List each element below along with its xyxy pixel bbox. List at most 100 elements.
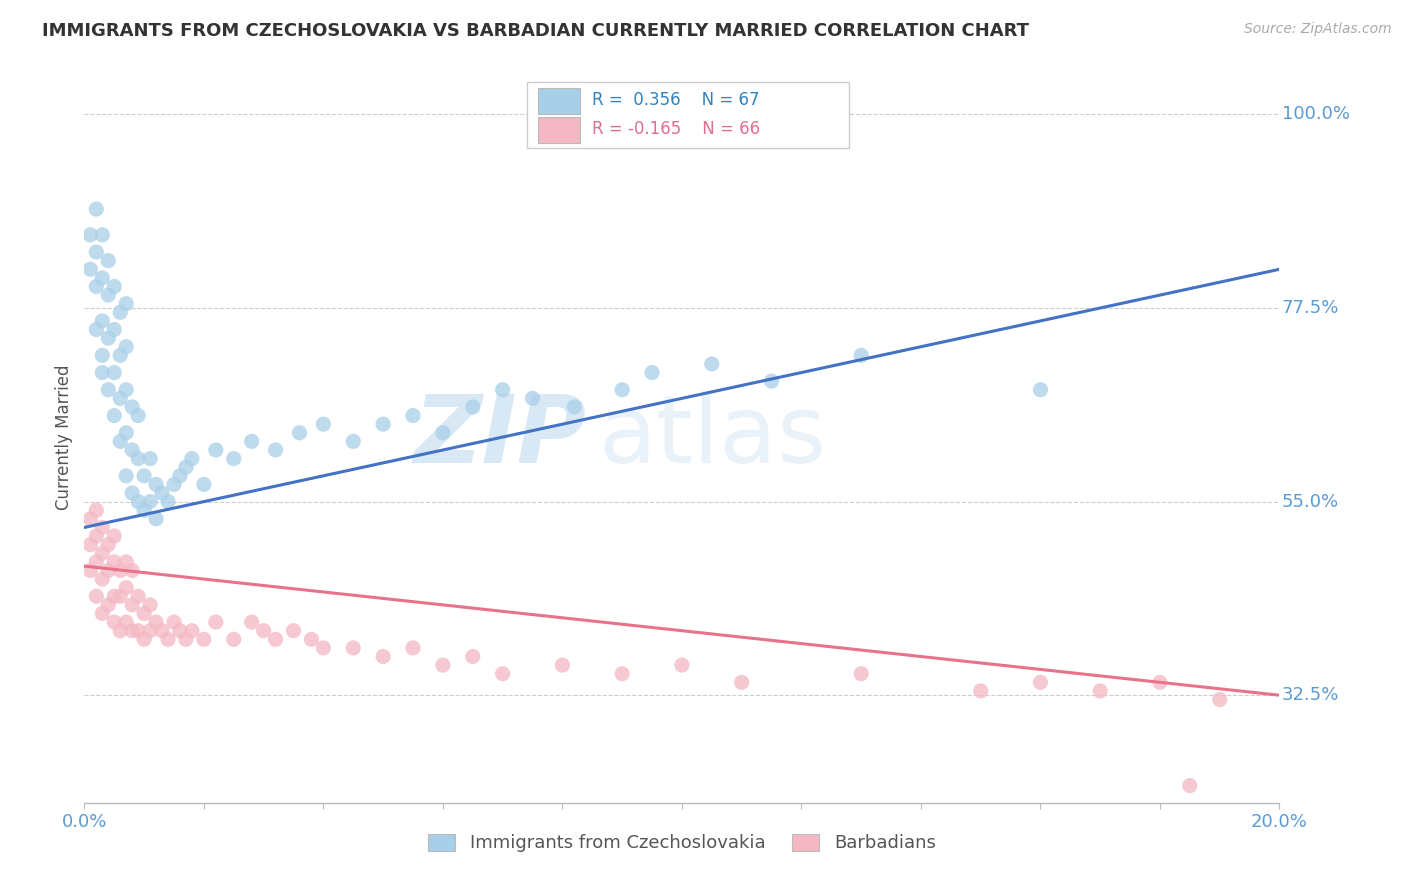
Text: 32.5%: 32.5% (1282, 686, 1340, 705)
Point (205, 615, 228, 629)
Point (86, 279, 108, 293)
Point (402, 640, 425, 655)
Point (86, 202, 108, 216)
Point (157, 494, 180, 508)
Point (132, 607, 156, 621)
Point (970, 684, 993, 698)
Point (121, 442, 143, 457)
Point (461, 649, 484, 664)
Point (1029, 383, 1052, 397)
Point (115, 555, 138, 569)
Point (103, 555, 125, 569)
Point (761, 374, 783, 388)
Point (110, 392, 132, 406)
Point (121, 624, 143, 638)
Point (121, 564, 143, 578)
Point (174, 460, 197, 475)
Point (86, 245, 108, 260)
Point (110, 624, 132, 638)
Point (373, 649, 395, 664)
Text: R =  0.356    N = 67: R = 0.356 N = 67 (592, 91, 759, 109)
Point (97, 331, 120, 345)
Point (115, 425, 138, 440)
Point (127, 589, 149, 603)
Point (373, 417, 395, 432)
Point (222, 632, 245, 647)
Point (103, 366, 125, 380)
Point (91, 520, 114, 534)
Point (612, 666, 634, 681)
Point (79, 538, 101, 552)
Point (139, 494, 162, 508)
Point (492, 383, 515, 397)
Point (110, 589, 132, 603)
Point (240, 615, 263, 629)
Point (264, 632, 287, 647)
Point (139, 624, 162, 638)
Point (115, 383, 138, 397)
Point (145, 477, 167, 491)
Point (127, 451, 149, 466)
Point (169, 624, 191, 638)
Text: Source: ZipAtlas.com: Source: ZipAtlas.com (1244, 22, 1392, 37)
Point (121, 486, 143, 500)
Point (115, 615, 138, 629)
Text: 100.0%: 100.0% (1282, 105, 1350, 123)
Text: atlas: atlas (599, 391, 827, 483)
Point (86, 503, 108, 517)
Text: ZIP: ZIP (413, 391, 586, 483)
Point (253, 624, 276, 638)
Point (851, 666, 873, 681)
Point (97, 288, 120, 302)
Point (97, 564, 120, 578)
Point (1178, 779, 1201, 793)
Point (79, 512, 101, 526)
Point (110, 564, 132, 578)
Point (169, 468, 191, 483)
Point (181, 624, 204, 638)
Point (91, 227, 114, 242)
Point (150, 624, 173, 638)
Point (86, 555, 108, 569)
Point (91, 348, 114, 362)
Point (132, 503, 156, 517)
Text: R = -0.165    N = 66: R = -0.165 N = 66 (592, 120, 761, 138)
Point (222, 451, 245, 466)
Bar (538, 87, 581, 114)
Point (492, 666, 515, 681)
Point (79, 564, 101, 578)
Point (700, 357, 723, 371)
Point (115, 296, 138, 310)
Point (145, 615, 167, 629)
Point (121, 598, 143, 612)
Point (312, 417, 335, 432)
Point (522, 392, 544, 406)
Point (91, 314, 114, 328)
Point (97, 538, 120, 552)
Point (91, 271, 114, 285)
Point (103, 529, 125, 543)
Point (121, 400, 143, 414)
Point (264, 442, 287, 457)
Point (432, 658, 454, 673)
Point (103, 615, 125, 629)
FancyBboxPatch shape (527, 82, 849, 148)
Point (163, 477, 186, 491)
Point (110, 348, 132, 362)
Point (127, 409, 149, 423)
Point (97, 253, 120, 268)
Point (103, 279, 125, 293)
Point (103, 322, 125, 336)
Point (1209, 692, 1232, 706)
Point (115, 468, 138, 483)
Point (86, 322, 108, 336)
Text: IMMIGRANTS FROM CZECHOSLOVAKIA VS BARBADIAN CURRENTLY MARRIED CORRELATION CHART: IMMIGRANTS FROM CZECHOSLOVAKIA VS BARBAD… (42, 22, 1029, 40)
Legend: Immigrants from Czechoslovakia, Barbadians: Immigrants from Czechoslovakia, Barbadia… (420, 826, 943, 860)
Point (641, 366, 664, 380)
Point (150, 486, 173, 500)
Point (86, 589, 108, 603)
Point (132, 632, 156, 647)
Y-axis label: Currently Married: Currently Married (55, 364, 73, 510)
Point (157, 632, 180, 647)
Point (193, 632, 215, 647)
